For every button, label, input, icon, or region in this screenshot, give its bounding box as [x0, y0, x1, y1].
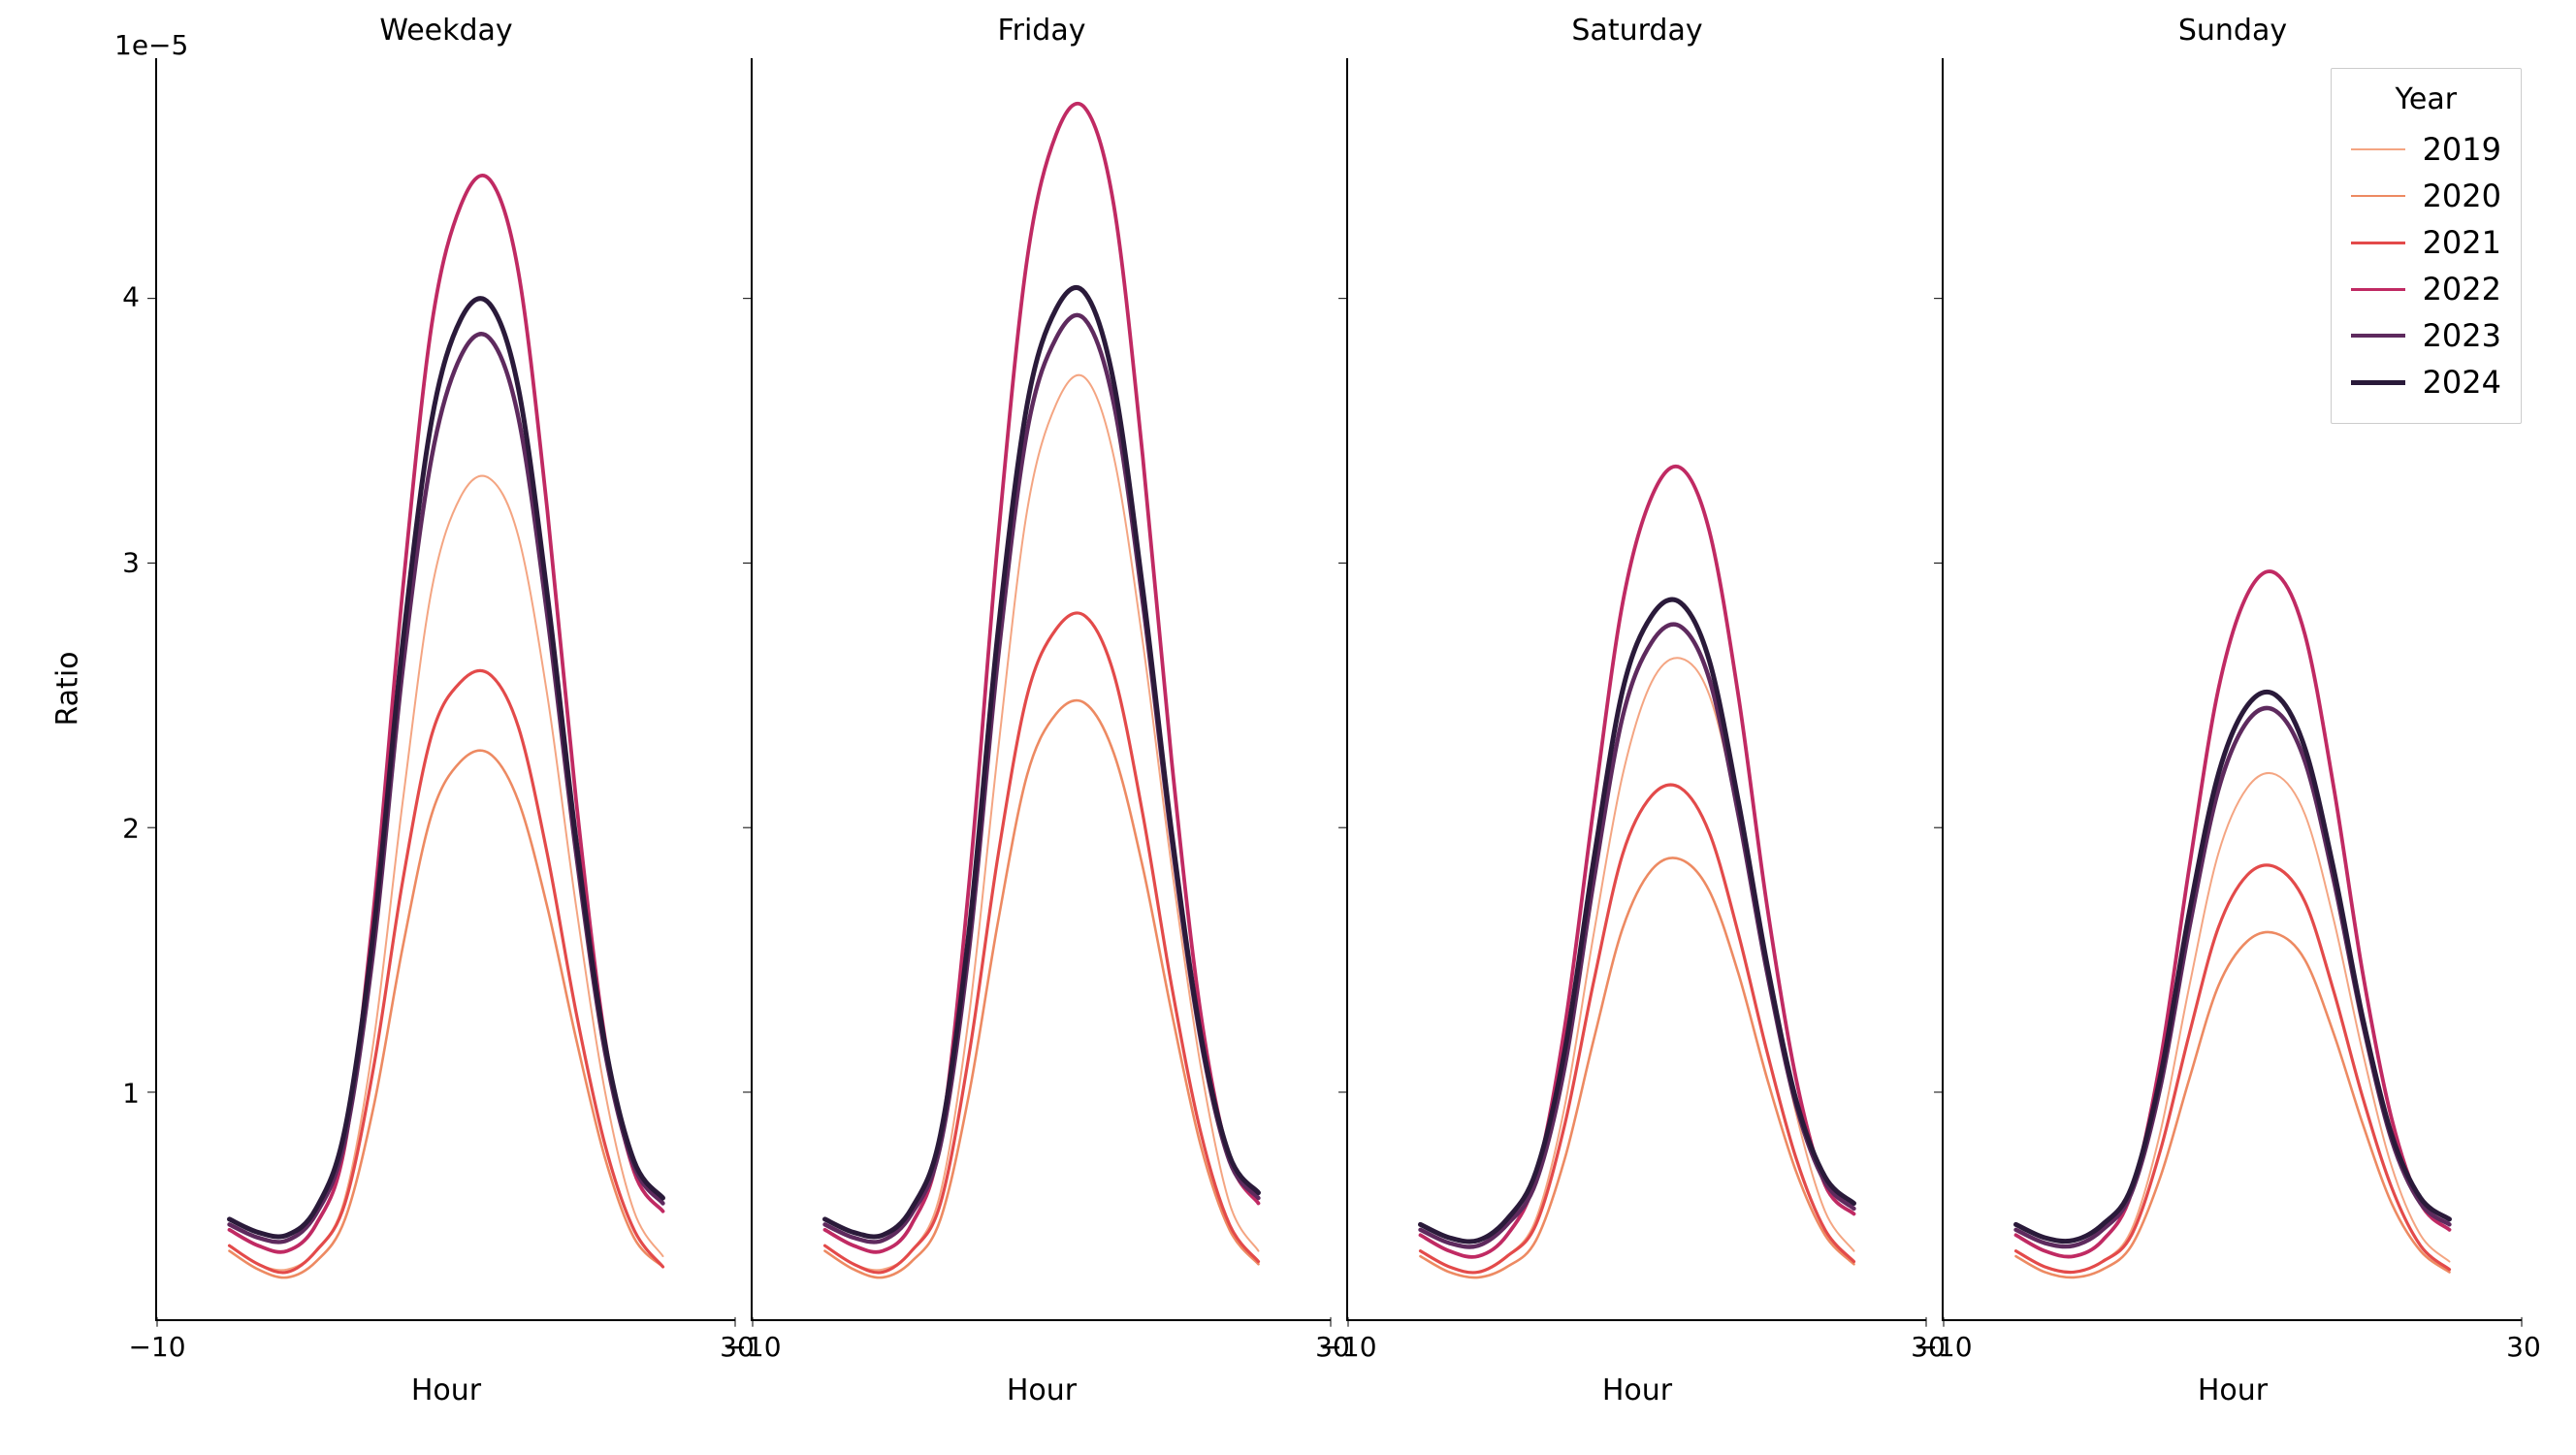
series-2019 — [1421, 658, 1854, 1273]
series-2024 — [2016, 692, 2450, 1241]
xtick-label: −10 — [128, 1331, 185, 1363]
series-2019 — [2016, 773, 2450, 1273]
panel-svg — [1348, 58, 1926, 1319]
panel-svg — [157, 58, 735, 1319]
xtick-label: −10 — [724, 1331, 781, 1363]
figure: 1e−5 Ratio Weekday1234−1030HourFriday−10… — [0, 0, 2576, 1455]
series-2021 — [1421, 785, 1854, 1273]
xtick-label: 30 — [2506, 1331, 2541, 1363]
ytick-label: 3 — [122, 547, 140, 579]
x-axis-label: Hour — [1007, 1374, 1077, 1407]
legend: Year 2019 2020 2021 2022 2023 2024 — [2331, 68, 2522, 424]
ytick-label: 1 — [122, 1078, 140, 1110]
legend-label: 2023 — [2423, 317, 2501, 354]
xtick-label: −10 — [1319, 1331, 1376, 1363]
series-2019 — [230, 476, 663, 1271]
legend-label: 2020 — [2423, 178, 2501, 214]
ytick-label: 2 — [122, 812, 140, 844]
panel-title: Friday — [753, 14, 1331, 48]
panel-title: Weekday — [157, 14, 735, 48]
legend-swatch — [2351, 242, 2405, 244]
panel-saturday: Saturday−1030Hour — [1346, 58, 1926, 1321]
legend-item-2023: 2023 — [2351, 312, 2501, 359]
panel-friday: Friday−1030Hour — [751, 58, 1331, 1321]
legend-label: 2021 — [2423, 224, 2501, 261]
series-2023 — [230, 334, 663, 1242]
legend-item-2024: 2024 — [2351, 359, 2501, 405]
series-2022 — [825, 104, 1259, 1252]
panel-weekday: Weekday1234−1030Hour — [155, 58, 735, 1321]
series-2022 — [2016, 571, 2450, 1257]
legend-swatch — [2351, 380, 2405, 385]
x-axis-label: Hour — [1602, 1374, 1672, 1407]
legend-label: 2019 — [2423, 131, 2501, 168]
panels-row: Weekday1234−1030HourFriday−1030HourSatur… — [155, 58, 2522, 1319]
x-axis-label: Hour — [2198, 1374, 2268, 1407]
series-2024 — [230, 299, 663, 1237]
legend-swatch — [2351, 288, 2405, 291]
ytick-label: 4 — [122, 281, 140, 313]
legend-label: 2022 — [2423, 271, 2501, 307]
legend-item-2020: 2020 — [2351, 173, 2501, 219]
legend-swatch — [2351, 195, 2405, 197]
y-axis-label: Ratio — [51, 651, 85, 726]
series-2021 — [2016, 865, 2450, 1273]
panel-title: Sunday — [1944, 14, 2522, 48]
legend-swatch — [2351, 334, 2405, 338]
legend-label: 2024 — [2423, 364, 2501, 401]
xtick-label: −10 — [1915, 1331, 1972, 1363]
legend-swatch — [2351, 148, 2405, 150]
legend-item-2021: 2021 — [2351, 219, 2501, 266]
series-2019 — [825, 375, 1259, 1271]
series-2024 — [1421, 599, 1854, 1242]
legend-item-2022: 2022 — [2351, 266, 2501, 312]
legend-item-2019: 2019 — [2351, 126, 2501, 173]
x-axis-label: Hour — [411, 1374, 481, 1407]
series-2022 — [230, 176, 663, 1252]
panel-title: Saturday — [1348, 14, 1926, 48]
legend-title: Year — [2351, 82, 2501, 116]
series-2021 — [230, 670, 663, 1273]
panel-svg — [753, 58, 1331, 1319]
